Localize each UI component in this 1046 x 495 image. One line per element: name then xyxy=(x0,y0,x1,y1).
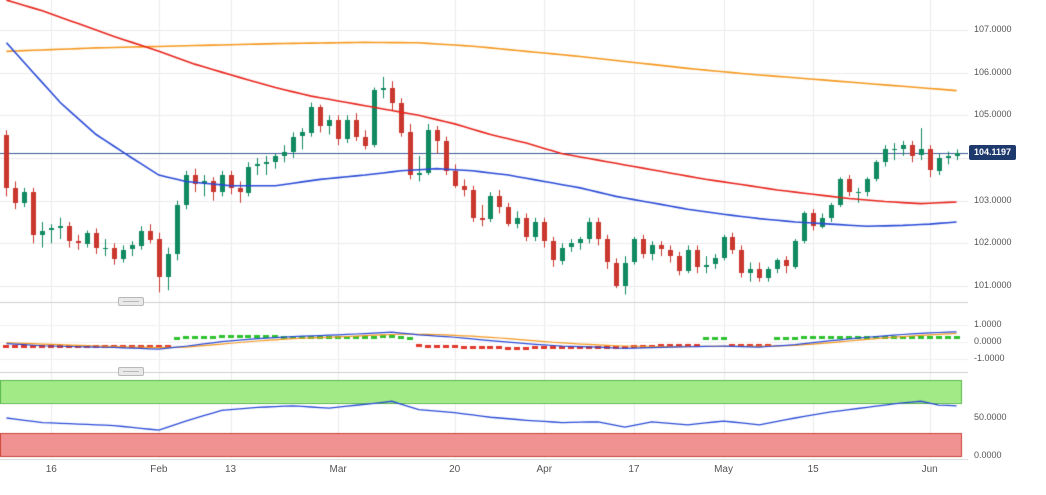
panel-resize-handle-lower[interactable] xyxy=(118,367,144,376)
time-axis-label: May xyxy=(714,464,733,475)
macd-axis-tick: -1.0000 xyxy=(974,353,1005,363)
current-price-badge: 104.1197 xyxy=(969,144,1017,160)
rsi-axis-tick: 0.0000 xyxy=(974,450,1002,460)
time-axis-label: Feb xyxy=(150,464,168,475)
time-axis-label: Mar xyxy=(329,464,347,475)
price-axis-tick: 103.0000 xyxy=(974,194,1012,205)
macd-axis-tick: 1.0000 xyxy=(974,319,1002,329)
time-axis-label: 13 xyxy=(224,464,237,475)
time-axis-label: Apr xyxy=(536,464,553,475)
price-axis-tick: 107.0000 xyxy=(974,24,1012,34)
rsi-axis-tick: 50.0000 xyxy=(974,412,1007,422)
time-axis[interactable]: 16 Feb 13 Mar 20 Apr 17 May 15 Jun xyxy=(0,459,968,482)
time-axis-label: 17 xyxy=(628,464,640,475)
panel-resize-handle-upper[interactable] xyxy=(118,297,144,306)
time-axis-label: 15 xyxy=(807,464,819,475)
price-axis[interactable]: 107.0000 106.0000 105.0000 103.0000 102.0000… xyxy=(968,0,1046,495)
time-axis-label: 20 xyxy=(449,464,461,475)
price-axis-tick: 101.0000 xyxy=(974,280,1012,290)
time-axis-label: Jun xyxy=(921,464,938,475)
chart-canvas[interactable] xyxy=(0,0,968,460)
time-axis-label: 16 xyxy=(45,464,57,475)
price-axis-tick: 102.0000 xyxy=(974,237,1012,248)
macd-axis-tick: 0.0000 xyxy=(974,336,1002,346)
price-axis-tick: 106.0000 xyxy=(974,66,1012,77)
price-axis-tick: 105.0000 xyxy=(974,109,1012,120)
